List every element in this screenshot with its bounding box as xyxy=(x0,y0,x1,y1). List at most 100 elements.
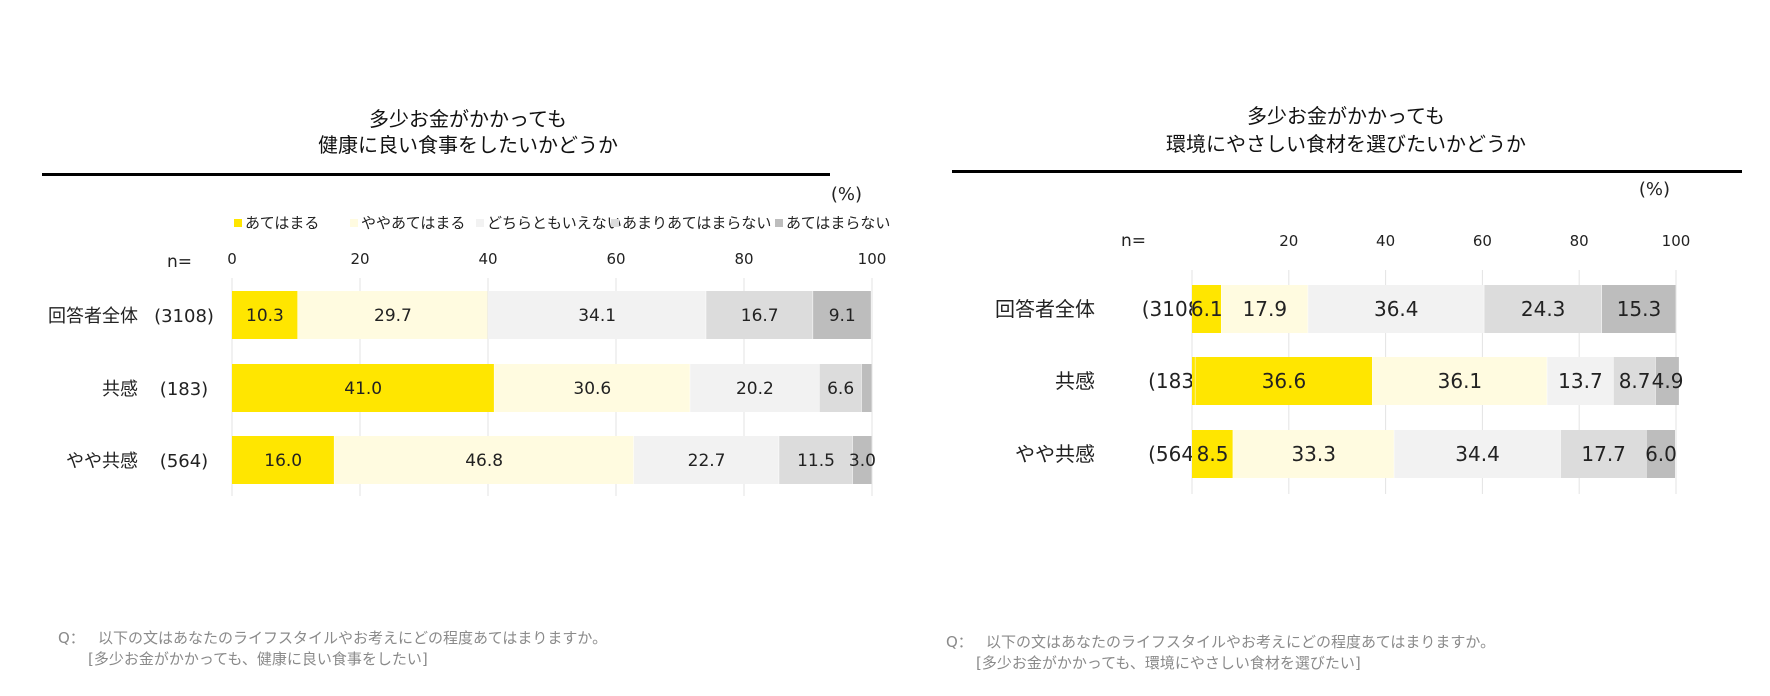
unit-label: (%) xyxy=(1639,179,1670,200)
bar-segment xyxy=(861,364,872,412)
x-tick-label: 60 xyxy=(606,250,625,268)
x-tick-label: 60 xyxy=(1473,232,1492,250)
bar-segment xyxy=(1655,357,1679,405)
bar-segment xyxy=(1192,285,1222,333)
data-label: 11.5 xyxy=(797,451,835,471)
n-label: n= xyxy=(1121,231,1146,251)
bar-segment xyxy=(633,436,779,484)
question-prefix: Q： xyxy=(58,629,85,647)
bar-segment xyxy=(1601,285,1676,333)
data-label: 9.1 xyxy=(829,306,856,326)
n-label: n= xyxy=(167,252,192,272)
bar-segment xyxy=(852,436,872,484)
data-label: 10.3 xyxy=(246,306,284,326)
x-tick-label: 0 xyxy=(227,250,237,268)
data-label: 16.0 xyxy=(264,451,302,471)
legend-swatch xyxy=(476,219,484,227)
data-label: 13.7 xyxy=(1558,369,1603,393)
bar-segment xyxy=(813,291,871,339)
unit-label: (%) xyxy=(831,184,862,205)
x-tick-label: 80 xyxy=(1570,232,1589,250)
legend-swatch xyxy=(611,219,619,227)
bar-segment xyxy=(232,291,298,339)
data-label: 16.7 xyxy=(741,306,779,326)
bar-segment xyxy=(706,291,813,339)
data-label: 29.7 xyxy=(374,306,412,326)
question-prefix: Q： xyxy=(946,633,973,651)
bar-segment xyxy=(1372,357,1547,405)
legend-label: どちらともいえない xyxy=(487,214,622,232)
legend-swatch xyxy=(350,219,358,227)
data-label: 6.0 xyxy=(1645,442,1677,466)
bar-segment xyxy=(690,364,820,412)
data-label: 34.1 xyxy=(578,306,616,326)
chart-title-line: 環境にやさしい食材を選びたいかどうか xyxy=(1166,132,1526,156)
title-rule xyxy=(42,173,830,176)
data-label: 3.0 xyxy=(849,451,876,471)
bar-segment xyxy=(334,436,634,484)
data-label: 36.4 xyxy=(1374,297,1419,321)
chart-title-line: 多少お金がかかっても xyxy=(1247,104,1445,128)
data-label: 20.2 xyxy=(736,379,774,399)
bar-segment xyxy=(1394,430,1561,478)
bar-segment xyxy=(1613,357,1656,405)
x-tick-label: 20 xyxy=(350,250,369,268)
question-item: [多少お金がかかっても、健康に良い食事をしたい] xyxy=(88,650,428,668)
data-label: 46.8 xyxy=(465,451,503,471)
data-label: 30.6 xyxy=(573,379,611,399)
data-label: 36.6 xyxy=(1262,369,1307,393)
data-label: 34.4 xyxy=(1455,442,1500,466)
bar-segment xyxy=(1560,430,1646,478)
bar-segment xyxy=(1484,285,1602,333)
data-label: 4.9 xyxy=(1652,369,1684,393)
bar-segment xyxy=(1192,357,1195,405)
data-label: 6.1 xyxy=(1191,297,1223,321)
data-label: 8.7 xyxy=(1619,369,1651,393)
data-label: 6.6 xyxy=(827,379,854,399)
x-tick-label: 40 xyxy=(1376,232,1395,250)
legend-label: あてはまらない xyxy=(786,214,890,232)
category-label: やや共感 xyxy=(1015,442,1095,466)
category-label: 共感 xyxy=(102,379,138,400)
data-label: 8.5 xyxy=(1197,442,1229,466)
chart-title-line: 健康に良い食事をしたいかどうか xyxy=(318,133,618,157)
question-item: [多少お金がかかっても、環境にやさしい食材を選びたい] xyxy=(976,654,1361,672)
bar-segment xyxy=(1547,357,1614,405)
bar-segment xyxy=(488,291,706,339)
category-label: 共感 xyxy=(1055,369,1095,393)
legend-label: あてはまる xyxy=(245,214,319,232)
category-label: 回答者全体 xyxy=(48,306,138,327)
data-label: 24.3 xyxy=(1521,297,1566,321)
chart-title-line: 多少お金がかかっても xyxy=(369,107,567,131)
bar-segment xyxy=(1308,285,1484,333)
bar-segment xyxy=(1195,357,1373,405)
bar-segment xyxy=(1221,285,1308,333)
question-note-left: Q： 以下の文はあなたのライフスタイルやお考えにどの程度あてはまりますか。 [多少… xyxy=(58,628,607,670)
data-label: 36.1 xyxy=(1438,369,1483,393)
question-note-right: Q： 以下の文はあなたのライフスタイルやお考えにどの程度あてはまりますか。 [多少… xyxy=(946,632,1495,674)
bar-segment xyxy=(779,436,853,484)
bar-segment xyxy=(232,364,494,412)
bar-segment xyxy=(297,291,488,339)
category-label: 回答者全体 xyxy=(995,297,1095,321)
category-n: (3108) xyxy=(154,306,214,327)
data-label: 22.7 xyxy=(688,451,726,471)
legend-label: ややあてはまる xyxy=(361,214,465,232)
legend-label: あまりあてはまらない xyxy=(622,214,771,232)
bar-segment xyxy=(494,364,690,412)
x-tick-label: 80 xyxy=(734,250,753,268)
x-tick-label: 100 xyxy=(1662,232,1691,250)
category-n: (183) xyxy=(160,379,208,400)
legend-swatch xyxy=(234,219,242,227)
x-tick-label: 20 xyxy=(1279,232,1298,250)
question-text: 以下の文はあなたのライフスタイルやお考えにどの程度あてはまりますか。 xyxy=(986,633,1496,651)
data-label: 17.9 xyxy=(1243,297,1288,321)
x-tick-label: 40 xyxy=(478,250,497,268)
data-label: 17.7 xyxy=(1581,442,1626,466)
title-rule xyxy=(952,170,1742,173)
x-tick-label: 100 xyxy=(858,250,887,268)
category-n: (564) xyxy=(160,451,208,472)
data-label: 33.3 xyxy=(1291,442,1336,466)
